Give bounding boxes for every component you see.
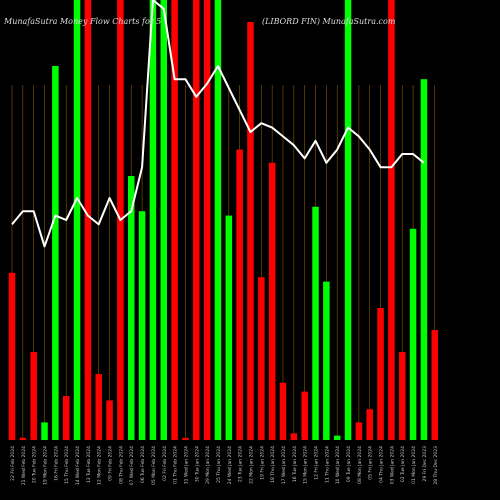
bar bbox=[290, 433, 298, 440]
x-tick-label: 28 Thu Dec 2023 bbox=[433, 446, 439, 485]
x-tick-label: 16 Fri Feb 2024 bbox=[53, 446, 59, 481]
bar bbox=[409, 228, 417, 440]
x-tick-label: 05 Fri Jan 2024 bbox=[368, 446, 374, 480]
bar bbox=[41, 422, 48, 440]
x-tick-label: 10 Wed Jan 2024 bbox=[335, 446, 341, 484]
x-tick-label: 08 Thu Feb 2024 bbox=[118, 446, 124, 484]
bar bbox=[366, 409, 373, 440]
x-tick-label: 29 Fri Dec 2023 bbox=[422, 446, 428, 482]
x-tick-label: 12 Mon Feb 2024 bbox=[97, 446, 103, 485]
x-tick-label: 01 Mon Jan 2024 bbox=[411, 446, 417, 484]
bar bbox=[8, 272, 16, 440]
bar-series bbox=[8, 0, 439, 441]
x-tick-label: 29 Mon Jan 2024 bbox=[205, 446, 211, 484]
x-tick-label: 04 Thu Jan 2024 bbox=[379, 446, 385, 483]
bar bbox=[247, 22, 254, 440]
bar bbox=[420, 79, 428, 440]
bar bbox=[279, 382, 287, 440]
bar bbox=[431, 330, 439, 440]
x-tick-label: 24 Wed Jan 2024 bbox=[227, 446, 233, 484]
bar bbox=[323, 281, 330, 440]
bar bbox=[268, 162, 276, 441]
bar bbox=[19, 437, 27, 440]
bar bbox=[84, 0, 92, 440]
x-tick-label: 02 Tue Jan 2024 bbox=[400, 446, 406, 482]
x-tick-label: 17 Wed Jan 2024 bbox=[281, 446, 287, 484]
x-tick-label: 16 Tue Jan 2024 bbox=[292, 446, 298, 482]
bar bbox=[301, 391, 308, 440]
bar bbox=[193, 0, 200, 440]
x-tick-label: 19 Mon Feb 2024 bbox=[43, 446, 49, 485]
x-tick-label: 22 Fri Feb 2024 bbox=[10, 446, 16, 481]
chart-header-right: (LIBORD FIN) MunafaSutra.com bbox=[262, 17, 396, 26]
bar bbox=[333, 435, 341, 440]
x-tick-label: 02 Fri Feb 2024 bbox=[162, 446, 168, 481]
bar bbox=[225, 215, 233, 440]
money-flow-line bbox=[11, 0, 425, 248]
bar bbox=[182, 437, 189, 440]
x-tick-label: 31 Wed Jan 2024 bbox=[183, 446, 189, 484]
bar bbox=[398, 352, 406, 440]
bar bbox=[138, 211, 146, 440]
bar bbox=[214, 0, 222, 440]
x-tick-label: 03 Wed Jan 2024 bbox=[389, 446, 395, 484]
x-tick-label: 18 Thu Jan 2024 bbox=[270, 446, 276, 483]
bar bbox=[160, 0, 168, 440]
bar bbox=[95, 374, 102, 440]
bar bbox=[73, 0, 81, 440]
x-tick-label: 13 Tue Feb 2024 bbox=[86, 446, 92, 483]
bar bbox=[127, 176, 135, 440]
bar bbox=[203, 0, 211, 440]
x-tick-label: 15 Thu Feb 2024 bbox=[64, 446, 70, 484]
x-tick-label: 22 Mon Jan 2024 bbox=[248, 446, 254, 484]
x-tick-label: 08 Mon Jan 2024 bbox=[357, 446, 363, 484]
x-tick-label: 06 Tue Feb 2024 bbox=[140, 446, 146, 483]
bar bbox=[236, 149, 243, 440]
bar bbox=[344, 0, 352, 440]
bar bbox=[30, 352, 37, 440]
x-tick-label: 09 Tue Jan 2024 bbox=[346, 446, 352, 482]
x-tick-label: 07 Wed Feb 2024 bbox=[129, 446, 135, 485]
bar bbox=[149, 0, 157, 440]
x-tick-label: 20 Tue Feb 2024 bbox=[32, 446, 38, 483]
chart-header-left: MunafaSutra Money Flow Charts for 5 bbox=[3, 17, 161, 26]
x-tick-label: 23 Tue Jan 2024 bbox=[238, 446, 244, 482]
bar bbox=[258, 277, 265, 440]
bar bbox=[62, 396, 70, 440]
x-tick-label: 05 Mon Feb 2024 bbox=[151, 446, 157, 485]
bar bbox=[52, 66, 59, 440]
bar bbox=[377, 308, 384, 440]
x-tick-label: 25 Thu Jan 2024 bbox=[216, 446, 222, 483]
x-tick-label: 30 Tue Jan 2024 bbox=[194, 446, 200, 482]
bar bbox=[106, 400, 113, 440]
x-tick-label: 01 Thu Feb 2024 bbox=[173, 446, 179, 484]
x-tick-label: 15 Mon Jan 2024 bbox=[303, 446, 309, 484]
x-tick-label: 21 Wed Feb 2024 bbox=[21, 446, 27, 485]
x-tick-label: 14 Wed Feb 2024 bbox=[75, 446, 81, 485]
x-tick-label: 09 Fri Feb 2024 bbox=[108, 446, 114, 481]
x-tick-label: 12 Fri Jan 2024 bbox=[314, 446, 320, 480]
x-tick-label: 11 Thu Jan 2024 bbox=[324, 446, 330, 483]
bar bbox=[388, 0, 395, 440]
bar bbox=[312, 206, 319, 440]
bar bbox=[355, 422, 363, 440]
bar bbox=[171, 0, 178, 440]
x-tick-labels: 22 Fri Feb 2024 21 Wed Feb 2024 20 Tue Feb… bbox=[10, 446, 439, 485]
x-tick-label: 19 Fri Jan 2024 bbox=[259, 446, 265, 480]
